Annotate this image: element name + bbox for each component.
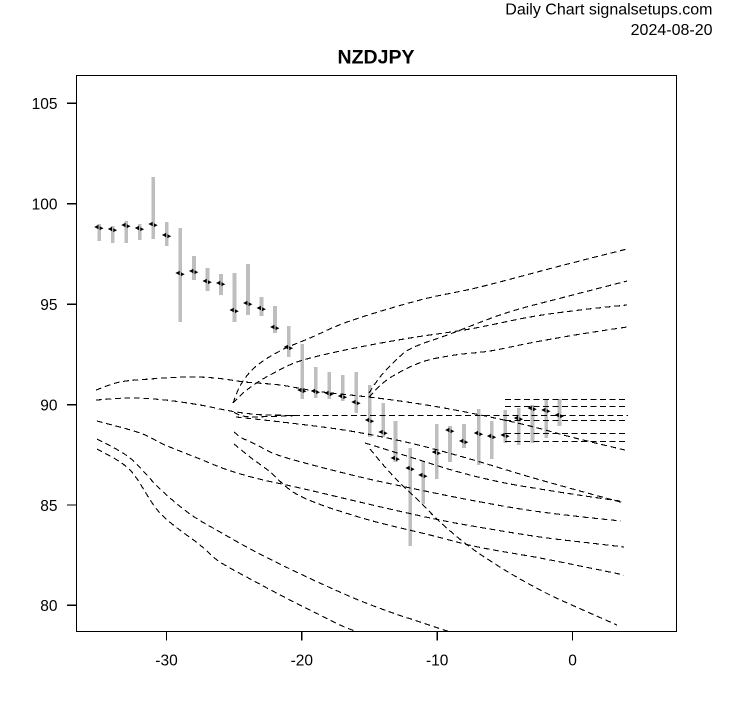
svg-text:Daily Chart signalsetups.com: Daily Chart signalsetups.com <box>505 2 712 19</box>
svg-text:95: 95 <box>40 297 57 314</box>
svg-text:NZDJPY: NZDJPY <box>338 47 415 69</box>
svg-text:80: 80 <box>40 598 58 615</box>
svg-text:0: 0 <box>568 652 577 669</box>
svg-text:-10: -10 <box>426 652 449 669</box>
svg-text:100: 100 <box>32 197 58 214</box>
svg-text:105: 105 <box>32 96 58 113</box>
svg-text:90: 90 <box>40 397 58 414</box>
svg-text:-20: -20 <box>291 652 314 669</box>
svg-text:2024-08-20: 2024-08-20 <box>631 22 713 39</box>
svg-text:85: 85 <box>40 498 57 515</box>
svg-text:-30: -30 <box>155 652 178 669</box>
